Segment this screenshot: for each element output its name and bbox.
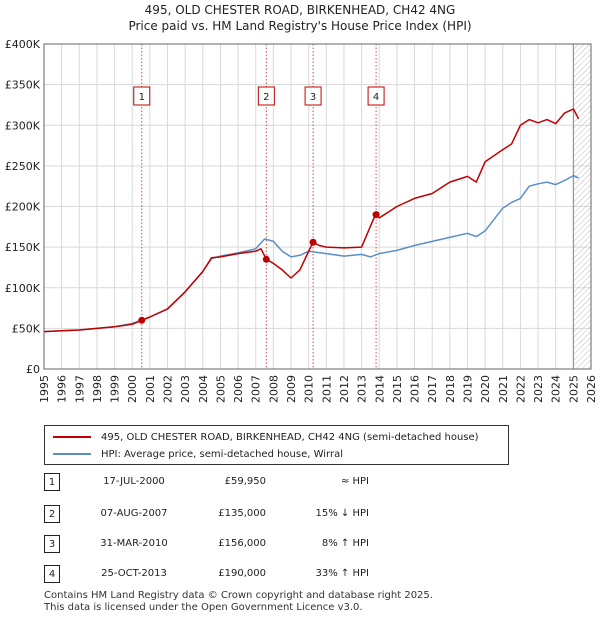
y-tick-label: £200K	[5, 201, 41, 214]
x-tick-label: 2003	[179, 375, 192, 403]
price-chart: 1 2 3 4 £0 £50K £100K £150K £200K £250K £300K £350…	[5, 38, 598, 403]
y-tick-label: £50K	[12, 322, 41, 335]
sale-date: 07-AUG-2007	[100, 508, 168, 519]
sale-number-box: 1	[44, 473, 60, 491]
legend-label-property: 495, OLD CHESTER ROAD, BIRKENHEAD, CH42 …	[101, 431, 479, 443]
sale-point	[372, 211, 380, 219]
x-tick-label: 2022	[514, 375, 527, 403]
x-tick-label: 2000	[126, 375, 139, 403]
sale-number-box	[304, 86, 322, 106]
x-tick-label: 1997	[73, 375, 86, 403]
x-tick-label: 2001	[144, 375, 157, 403]
y-tick-label: £150K	[5, 241, 41, 254]
x-tick-label: 1999	[109, 375, 122, 403]
sale-point	[138, 316, 146, 324]
sale-number-label: 4	[373, 92, 379, 103]
x-tick-label: 2008	[267, 375, 280, 403]
x-tick-label: 2016	[409, 375, 422, 403]
sale-hpi-comparison: 33% ↑ HPI	[315, 568, 369, 579]
sale-hpi-comparison: 15% ↓ HPI	[315, 508, 369, 519]
property-price-line	[43, 108, 580, 333]
x-tick-label: 2013	[356, 375, 369, 403]
x-tick-label: 2011	[320, 375, 333, 403]
sale-hpi-comparison: ≈ HPI	[340, 476, 369, 487]
plot-frame	[43, 43, 592, 370]
sale-number-label: 1	[139, 92, 145, 103]
sale-number-label: 3	[310, 92, 316, 103]
x-tick-label: 1998	[91, 375, 104, 403]
legend-swatch-property	[53, 436, 91, 438]
sale-number-label: 2	[263, 92, 269, 103]
y-tick-label: £250K	[5, 160, 41, 173]
x-tick-label: 1995	[38, 375, 51, 403]
future-region-hatch	[573, 44, 591, 369]
x-tick-label: 2017	[426, 375, 439, 403]
x-tick-label: 2002	[162, 375, 175, 403]
x-tick-label: 2015	[391, 375, 404, 403]
x-tick-label: 2024	[550, 375, 563, 403]
y-tick-label: £0	[26, 363, 40, 376]
x-tick-label: 2020	[479, 375, 492, 403]
x-tick-label: 2004	[197, 375, 210, 403]
sale-number-box	[367, 86, 385, 106]
y-tick-label: £350K	[5, 79, 41, 92]
chart-subtitle: Price paid vs. HM Land Registry's House …	[128, 19, 472, 33]
footer-licence: This data is licensed under the Open Gov…	[44, 602, 363, 613]
sale-price: £190,000	[218, 568, 266, 579]
y-tick-label: £300K	[5, 119, 41, 132]
sale-price: £156,000	[218, 538, 266, 549]
x-tick-label: 2012	[338, 375, 351, 403]
legend-item-hpi: HPI: Average price, semi-detached house,…	[53, 446, 343, 462]
sale-date: 25-OCT-2013	[101, 568, 167, 579]
chart-title: 495, OLD CHESTER ROAD, BIRKENHEAD, CH42 …	[144, 3, 456, 17]
sale-date: 17-JUL-2000	[103, 476, 165, 487]
sale-point	[309, 238, 317, 246]
sale-price: £59,950	[224, 476, 266, 487]
x-tick-label: 2009	[285, 375, 298, 403]
x-tick-label: 2026	[585, 375, 598, 403]
sale-date: 31-MAR-2010	[100, 538, 168, 549]
x-tick-label: 2006	[232, 375, 245, 403]
x-tick-label: 2007	[250, 375, 263, 403]
sale-price: £135,000	[218, 508, 266, 519]
x-tick-label: 2021	[497, 375, 510, 403]
x-tick-label: 1996	[56, 375, 69, 403]
x-tick-label: 2025	[567, 375, 580, 403]
sale-point	[262, 255, 270, 263]
x-tick-label: 2018	[444, 375, 457, 403]
sale-number-box: 4	[44, 565, 60, 583]
legend-swatch-hpi	[53, 453, 91, 455]
y-tick-label: £400K	[5, 38, 41, 51]
x-tick-label: 2010	[303, 375, 316, 403]
x-tick-label: 2005	[214, 375, 227, 403]
sale-number-box: 2	[44, 505, 60, 523]
legend-label-hpi: HPI: Average price, semi-detached house,…	[101, 448, 344, 460]
sale-number-box	[257, 86, 275, 106]
footer-copyright: Contains HM Land Registry data © Crown c…	[44, 590, 433, 601]
x-tick-label: 2023	[532, 375, 545, 403]
chart-legend: 495, OLD CHESTER ROAD, BIRKENHEAD, CH42 …	[44, 425, 509, 465]
sale-hpi-comparison: 8% ↑ HPI	[321, 538, 369, 549]
y-tick-label: £100K	[5, 282, 41, 295]
x-tick-label: 2019	[461, 375, 474, 403]
sale-number-box: 3	[44, 535, 60, 553]
legend-item-property: 495, OLD CHESTER ROAD, BIRKENHEAD, CH42 …	[53, 429, 479, 445]
x-tick-label: 2014	[373, 375, 386, 403]
sale-number-box	[133, 86, 151, 106]
